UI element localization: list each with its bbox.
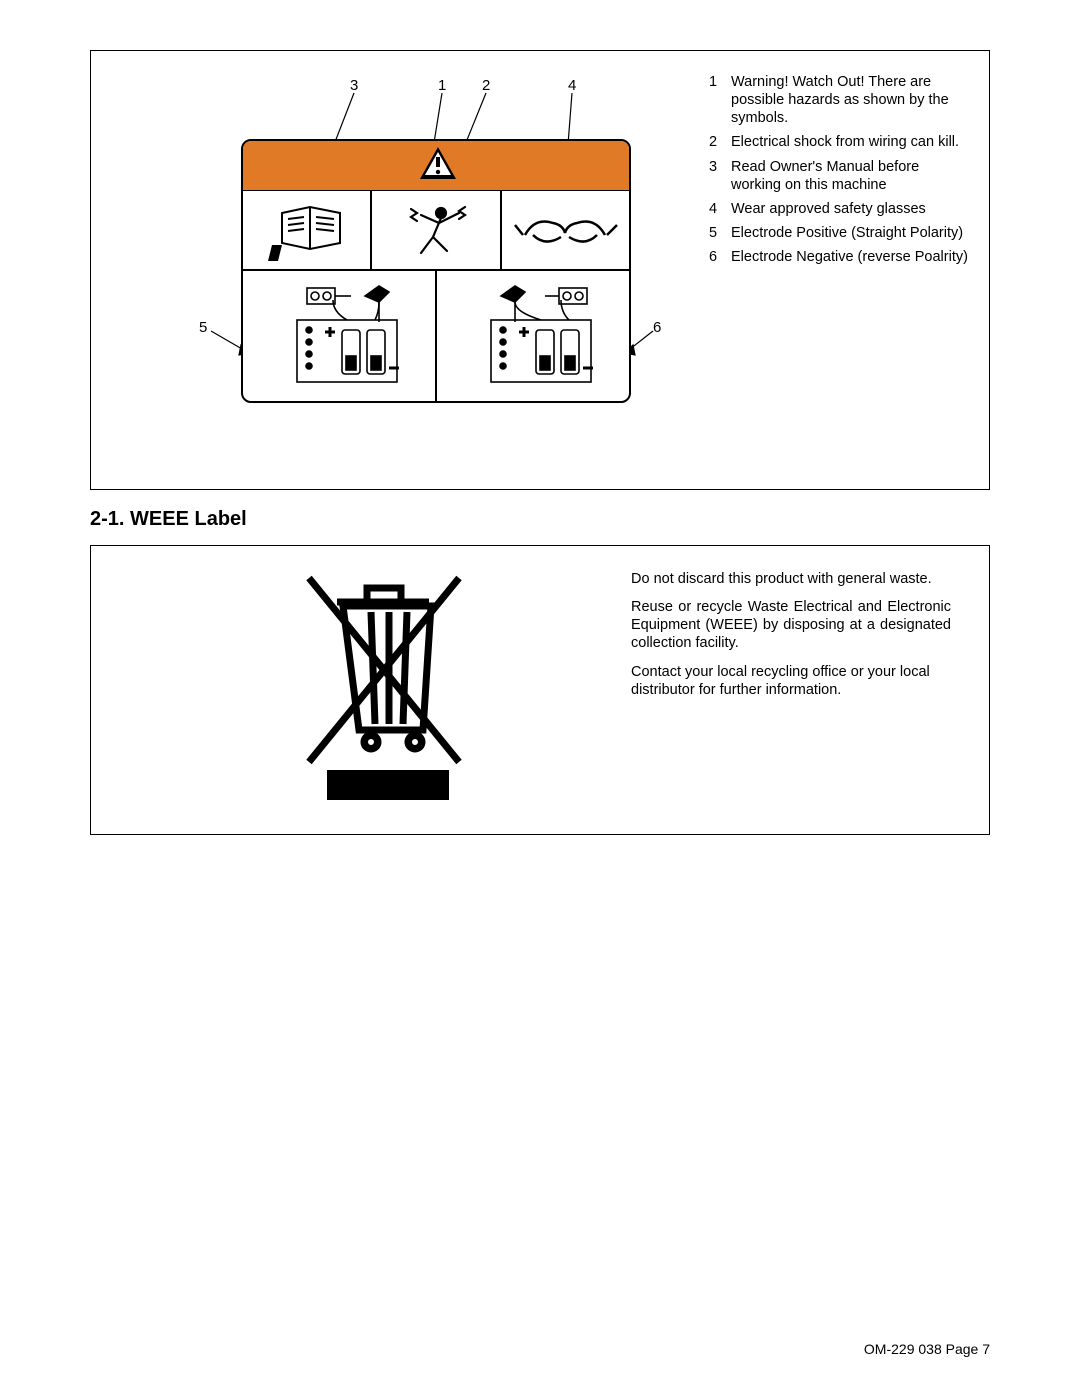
page-footer: OM-229 038 Page 7 (864, 1341, 990, 1357)
callout-num: 4 (568, 77, 576, 94)
legend-item: 2 Electrical shock from wiring can kill. (709, 133, 969, 151)
safety-label-panel: 3 1 2 4 5 6 (90, 50, 990, 490)
warning-bar (243, 141, 629, 191)
legend-item: 4 Wear approved safety glasses (709, 200, 969, 218)
shock-icon (372, 191, 501, 269)
legend-item: 1 Warning! Watch Out! There are possible… (709, 73, 969, 127)
callout-num-5: 5 (199, 319, 207, 336)
legend-item: 3 Read Owner's Manual before working on … (709, 158, 969, 194)
electrode-negative-icon (437, 271, 629, 401)
safety-label-graphic (241, 139, 631, 403)
weee-para: Do not discard this product with general… (631, 570, 951, 588)
callout-num: 2 (482, 77, 490, 94)
callout-num: 1 (438, 77, 446, 94)
glasses-icon (502, 191, 629, 269)
legend-item: 5 Electrode Positive (Straight Polarity) (709, 224, 969, 242)
legend-list: 1 Warning! Watch Out! There are possible… (709, 73, 969, 272)
hazard-row (243, 191, 629, 271)
weee-panel: Do not discard this product with general… (90, 545, 990, 835)
weee-para: Contact your local recycling office or y… (631, 663, 951, 699)
electrode-positive-icon (243, 271, 437, 401)
legend-item: 6 Electrode Negative (reverse Poalrity) (709, 248, 969, 266)
callout-num: 3 (350, 77, 358, 94)
section-heading: 2-1. WEEE Label (90, 508, 990, 531)
weee-icon (271, 566, 491, 816)
weee-para: Reuse or recycle Waste Electrical and El… (631, 598, 951, 652)
callout-num-6: 6 (653, 319, 661, 336)
weee-text-block: Do not discard this product with general… (631, 570, 951, 709)
polarity-row (243, 271, 629, 401)
manual-icon (243, 191, 372, 269)
